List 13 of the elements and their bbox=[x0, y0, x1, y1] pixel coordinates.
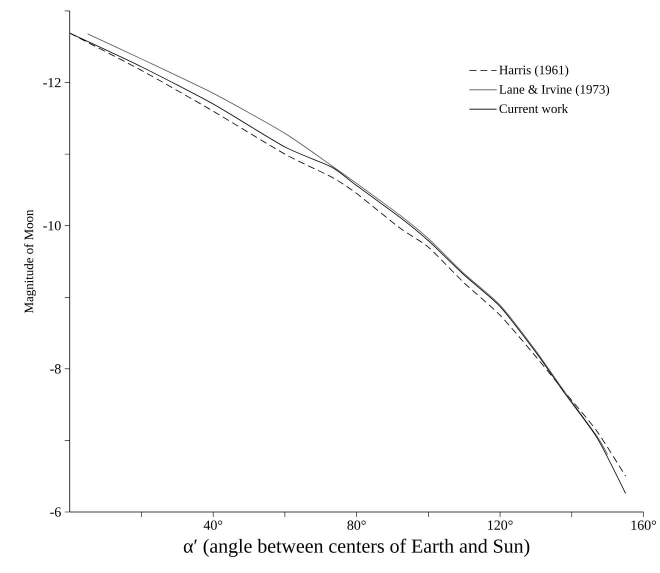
x-tick-label: 40° bbox=[204, 520, 222, 530]
legend-label: Lane & Irvine (1973) bbox=[499, 84, 610, 96]
y-tick-label: -10 bbox=[43, 221, 61, 230]
x-axis-title: α′ (angle between centers of Earth and Sun) bbox=[184, 538, 530, 558]
y-tick-label: -8 bbox=[50, 364, 61, 374]
y-tick-label: -12 bbox=[43, 78, 60, 88]
x-tick-label: 120° bbox=[488, 520, 513, 530]
legend-label: Harris (1961) bbox=[499, 65, 568, 78]
y-tick-label: -6 bbox=[50, 507, 61, 517]
y-axis-title: Magnitude of Moon bbox=[24, 210, 36, 314]
x-tick-label: 160° bbox=[632, 520, 656, 530]
legend-label: Current work bbox=[499, 104, 568, 114]
x-tick-label: 80° bbox=[347, 520, 366, 530]
